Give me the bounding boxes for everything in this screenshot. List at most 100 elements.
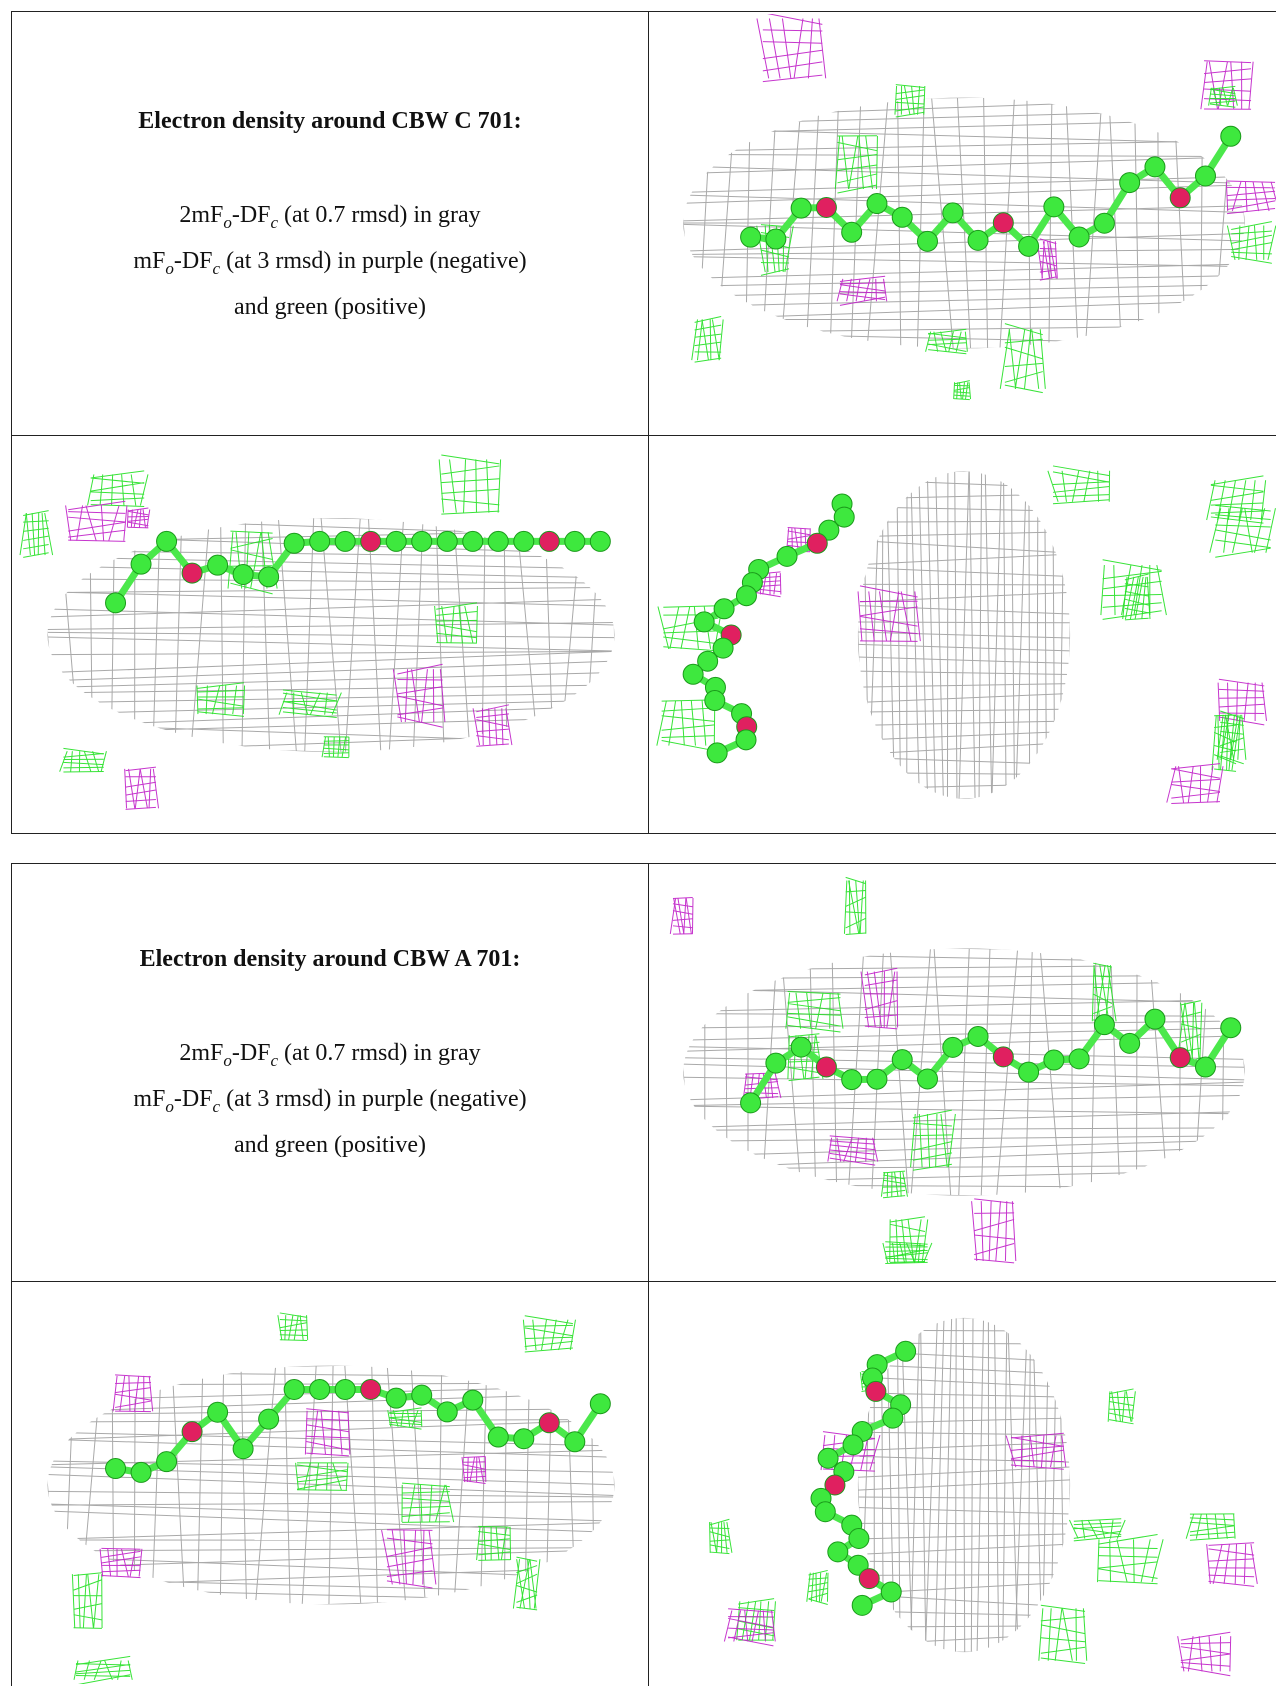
mesh-line (94, 1661, 101, 1680)
atom (1170, 188, 1190, 208)
mesh-line (1192, 1003, 1193, 1062)
mesh-line (809, 1589, 828, 1592)
mesh-line (915, 1219, 921, 1262)
mesh-line (893, 1243, 895, 1263)
atom (1120, 173, 1140, 193)
mesh-line (683, 1165, 1245, 1168)
mesh-line (901, 1318, 912, 1652)
mesh-line (861, 972, 869, 1028)
mesh-line (1053, 466, 1109, 476)
mesh-line (885, 1258, 927, 1259)
mesh-line (1254, 226, 1256, 260)
mesh-line (1211, 485, 1264, 491)
mesh-line (763, 62, 822, 71)
atom (993, 213, 1013, 233)
mesh-line (48, 1372, 615, 1378)
mesh-line (153, 769, 158, 808)
atom (310, 1379, 330, 1399)
mesh-line (1227, 208, 1275, 213)
mesh-line (441, 499, 499, 505)
mesh-line (890, 1217, 925, 1222)
mesh-line (495, 708, 497, 745)
mesh-line (683, 1170, 1245, 1183)
mesh-line (306, 1409, 349, 1413)
mesh-line (683, 975, 1245, 978)
mesh-line (566, 1366, 575, 1605)
mesh-line (1212, 715, 1216, 770)
mesh-line (48, 1523, 615, 1540)
mesh-line (683, 195, 1245, 212)
atom (859, 1569, 879, 1589)
mesh-line (1181, 1643, 1230, 1644)
mesh-line (1055, 1608, 1062, 1660)
mesh-line (48, 700, 615, 714)
mesh-line (972, 1201, 977, 1261)
mesh-line (1041, 1617, 1085, 1621)
mesh-line (135, 1376, 139, 1411)
mesh (278, 1313, 308, 1341)
atom (1170, 1048, 1190, 1068)
mesh-line (1231, 243, 1272, 250)
mesh-line (525, 1341, 573, 1346)
atom (437, 531, 457, 551)
mesh-line (32, 513, 34, 555)
mesh-line (974, 1213, 1014, 1214)
caption-line: mFo-DFc (at 3 rmsd) in purple (negative) (12, 1080, 648, 1126)
mesh-line (941, 332, 947, 352)
mesh-line (115, 1383, 151, 1384)
mesh-line (710, 1519, 730, 1525)
mesh-line (1041, 1625, 1085, 1634)
mesh-line (387, 1581, 433, 1588)
mesh-line (402, 1483, 450, 1486)
mesh (844, 877, 865, 934)
mesh-line (63, 767, 103, 768)
mesh-line (1171, 792, 1220, 798)
atom (917, 1069, 937, 1089)
mesh-line (60, 751, 68, 772)
mesh-line (1006, 1436, 1016, 1468)
mesh-line (402, 1506, 450, 1508)
mesh-line (1217, 766, 1223, 802)
mesh-line (710, 1552, 730, 1554)
mesh-line (501, 1527, 506, 1560)
mesh-line (928, 343, 966, 345)
atom (335, 531, 355, 551)
mesh-line (904, 86, 909, 115)
atom (777, 546, 797, 566)
mesh-line (436, 625, 477, 632)
caption-line: and green (positive) (12, 1126, 648, 1164)
mesh-line (63, 748, 103, 754)
mesh-line (717, 1522, 719, 1553)
mesh (1186, 1514, 1235, 1540)
mesh (890, 1217, 928, 1263)
table: Electron density around CBW C 701: 2mFo-… (11, 11, 1276, 834)
mesh (692, 317, 723, 363)
mesh-line (809, 1570, 828, 1575)
mesh-line (913, 1135, 952, 1136)
mesh-line (683, 1147, 1245, 1168)
atom (157, 531, 177, 551)
mesh-line (926, 332, 931, 352)
mesh-line (525, 1328, 573, 1336)
atom (892, 1050, 912, 1070)
atom (310, 531, 330, 551)
mesh-line (788, 536, 810, 540)
mesh-line (413, 1530, 416, 1584)
mesh-line (128, 527, 149, 528)
mesh-line (830, 1141, 875, 1144)
mesh-line (122, 474, 124, 505)
mesh-line (858, 532, 1070, 537)
cell-border (648, 12, 649, 834)
mesh-line (1051, 1318, 1057, 1652)
mesh-line (1030, 1436, 1034, 1468)
atom (828, 1542, 848, 1562)
mesh-line (1262, 683, 1266, 721)
mesh-line (683, 154, 1245, 156)
mesh-line (1134, 1539, 1135, 1582)
atom (741, 1093, 761, 1113)
mesh-line (880, 591, 887, 641)
mesh-line (821, 1573, 826, 1602)
mesh-line (91, 478, 144, 483)
subscript: o (165, 1097, 174, 1116)
subscript: c (271, 1051, 279, 1070)
